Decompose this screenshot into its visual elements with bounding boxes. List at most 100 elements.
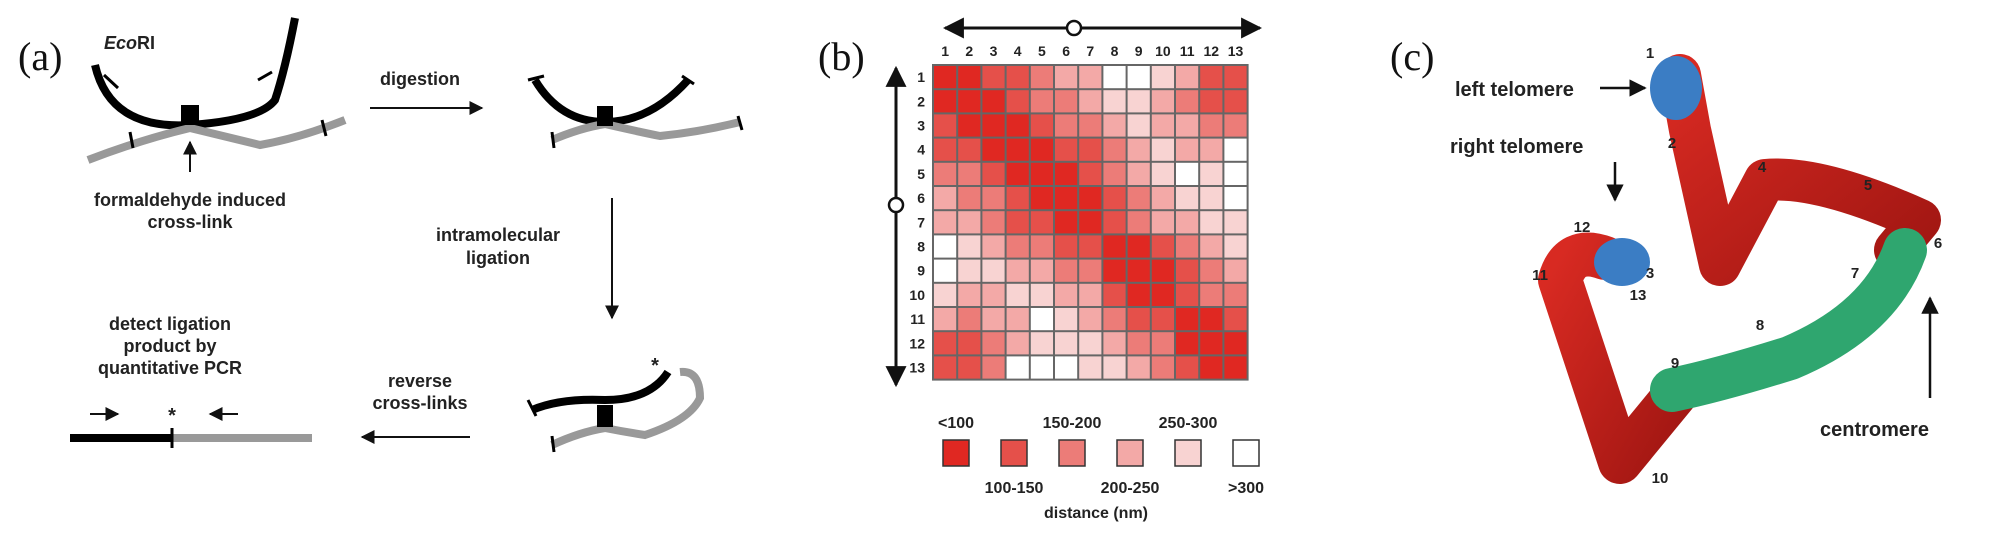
heatmap-cell <box>1079 211 1102 234</box>
tube-point-label: 5 <box>1864 177 1872 194</box>
heatmap-cell <box>1127 90 1150 113</box>
heatmap-cell <box>1224 332 1247 355</box>
ecori-label: EcoRI <box>104 33 155 53</box>
heatmap-cell <box>1200 90 1223 113</box>
heatmap-cell <box>1224 356 1247 379</box>
heatmap-cell <box>958 90 981 113</box>
heatmap-cell <box>1176 138 1199 161</box>
ecori-site <box>102 73 120 90</box>
heatmap-cell <box>1200 211 1223 234</box>
heatmap-cell <box>1103 283 1126 306</box>
heatmap-cell <box>1079 90 1102 113</box>
legend-label: 150-200 <box>1043 415 1102 432</box>
heatmap-cell <box>934 162 957 185</box>
heatmap-cell <box>982 235 1005 258</box>
heatmap-cell <box>1200 235 1223 258</box>
heatmap-cell <box>1176 308 1199 331</box>
heatmap-cell <box>1079 187 1102 210</box>
legend-label: 200-250 <box>1101 480 1160 497</box>
ecori-site <box>128 131 135 149</box>
legend-label: >300 <box>1228 480 1264 497</box>
heatmap-cell <box>1006 114 1029 137</box>
heatmap-cell <box>1055 356 1078 379</box>
heatmap-cell <box>1127 66 1150 89</box>
digestion-label: digestion <box>380 69 460 89</box>
heatmap-cell <box>1224 283 1247 306</box>
heatmap-cell <box>1006 162 1029 185</box>
heatmap-cell <box>1127 162 1150 185</box>
x-tick-label: 3 <box>990 43 998 59</box>
heatmap-cell <box>1079 259 1102 282</box>
heatmap-cell <box>1151 138 1174 161</box>
centromere-segment <box>1650 228 1927 412</box>
heatmap-cell <box>958 308 981 331</box>
reverse-label-2: cross-links <box>372 393 467 413</box>
heatmap-cell <box>1176 211 1199 234</box>
tube-point-label: 8 <box>1756 317 1764 334</box>
heatmap-cell <box>1224 66 1247 89</box>
x-tick-label: 2 <box>965 43 973 59</box>
heatmap-cell <box>1079 162 1102 185</box>
heatmap-cell <box>934 90 957 113</box>
y-tick-label: 5 <box>917 166 925 182</box>
heatmap-cell <box>1030 162 1053 185</box>
cut-end <box>681 74 695 86</box>
heatmap-cell <box>1151 162 1174 185</box>
heatmap-cell <box>1103 356 1126 379</box>
reverse-label-1: reverse <box>388 371 452 391</box>
heatmap-cell <box>1030 332 1053 355</box>
legend-swatch <box>1116 439 1144 467</box>
heatmap-cell <box>1006 211 1029 234</box>
heatmap-cell <box>1151 187 1174 210</box>
heatmap-cell <box>1055 283 1078 306</box>
heatmap-cell <box>1151 308 1174 331</box>
heatmap-cell <box>1127 259 1150 282</box>
heatmap-cell <box>1176 114 1199 137</box>
heatmap-cell <box>1200 138 1223 161</box>
tube-point-label: 4 <box>1758 159 1767 176</box>
dna-strand-gray <box>86 116 347 164</box>
heatmap-cell <box>934 66 957 89</box>
heatmap-cell <box>934 332 957 355</box>
heatmap-cell <box>958 162 981 185</box>
heatmap-cell <box>1127 114 1150 137</box>
heatmap-cell <box>1176 162 1199 185</box>
heatmap <box>932 64 1249 381</box>
heatmap-cell <box>1055 235 1078 258</box>
y-tick-label: 6 <box>917 190 925 206</box>
heatmap-cell <box>958 356 981 379</box>
heatmap-cell <box>982 138 1005 161</box>
heatmap-cell <box>1224 308 1247 331</box>
detect-label-1: detect ligation <box>109 314 231 334</box>
panel-a-label: (a) <box>18 34 62 79</box>
heatmap-cell <box>1103 187 1126 210</box>
heatmap-cell <box>934 235 957 258</box>
heatmap-cell <box>934 283 957 306</box>
x-tick-label: 12 <box>1204 43 1220 59</box>
legend-label: 100-150 <box>985 480 1044 497</box>
heatmap-cell <box>1030 356 1053 379</box>
heatmap-cell <box>958 187 981 210</box>
y-tick-label: 11 <box>910 311 925 327</box>
x-tick-label: 6 <box>1062 43 1070 59</box>
panel-b: (b) 1 2 3 4 5 6 7 8 9 10 11 12 13 12345678910111213 … <box>818 17 1264 522</box>
cut-end <box>527 74 545 82</box>
heatmap-cell <box>1079 332 1102 355</box>
heatmap-cell <box>958 138 981 161</box>
heatmap-cell <box>1224 259 1247 282</box>
distance-legend: <100 100-150 150-200 200-250 250-300 >300 <box>938 415 1264 497</box>
heatmap-cell <box>1030 308 1053 331</box>
heatmap-cell <box>1006 259 1029 282</box>
heatmap-cell <box>1200 308 1223 331</box>
ligated-black-fragment <box>530 369 672 414</box>
chromosome-arm-left <box>1659 54 1941 286</box>
y-axis-circle <box>887 196 905 214</box>
ligation-label-2: ligation <box>466 248 530 268</box>
heatmap-cell <box>1006 332 1029 355</box>
legend-swatch <box>1174 439 1202 467</box>
heatmap-cell <box>1176 90 1199 113</box>
heatmap-cell <box>1151 235 1174 258</box>
y-tick-label: 13 <box>909 360 925 376</box>
left-telomere-cap <box>1650 56 1702 120</box>
heatmap-cell <box>1176 66 1199 89</box>
